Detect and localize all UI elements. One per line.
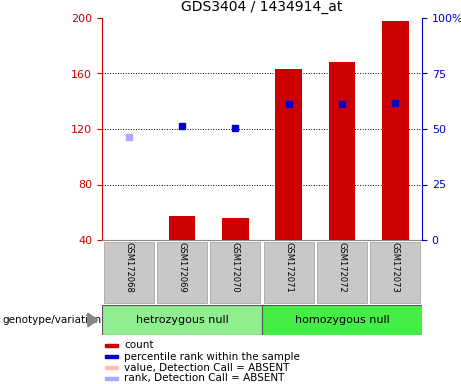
Bar — [105, 344, 118, 347]
Bar — [222, 218, 248, 240]
Bar — [210, 242, 260, 303]
Text: GSM172068: GSM172068 — [124, 242, 133, 293]
Bar — [105, 356, 118, 358]
Text: homozygous null: homozygous null — [295, 315, 390, 325]
Text: percentile rank within the sample: percentile rank within the sample — [124, 351, 300, 361]
Bar — [370, 242, 420, 303]
Bar — [382, 21, 408, 240]
Bar — [262, 305, 422, 335]
Bar — [102, 305, 262, 335]
Text: value, Detection Call = ABSENT: value, Detection Call = ABSENT — [124, 362, 290, 372]
Bar — [264, 242, 314, 303]
Text: GSM172070: GSM172070 — [231, 242, 240, 293]
Title: GDS3404 / 1434914_at: GDS3404 / 1434914_at — [181, 0, 343, 14]
Polygon shape — [88, 313, 98, 327]
Text: GSM172071: GSM172071 — [284, 242, 293, 293]
Text: GSM172069: GSM172069 — [177, 242, 187, 293]
Bar — [104, 242, 154, 303]
Bar — [275, 70, 302, 240]
Bar — [157, 242, 207, 303]
Text: GSM172072: GSM172072 — [337, 242, 347, 293]
Text: rank, Detection Call = ABSENT: rank, Detection Call = ABSENT — [124, 374, 285, 384]
Text: GSM172073: GSM172073 — [391, 242, 400, 293]
Bar — [105, 366, 118, 369]
Bar — [105, 377, 118, 380]
Text: genotype/variation: genotype/variation — [2, 315, 101, 325]
Text: count: count — [124, 341, 154, 351]
Text: hetrozygous null: hetrozygous null — [136, 315, 228, 325]
Bar — [329, 62, 355, 240]
Bar — [317, 242, 367, 303]
Bar — [169, 217, 195, 240]
